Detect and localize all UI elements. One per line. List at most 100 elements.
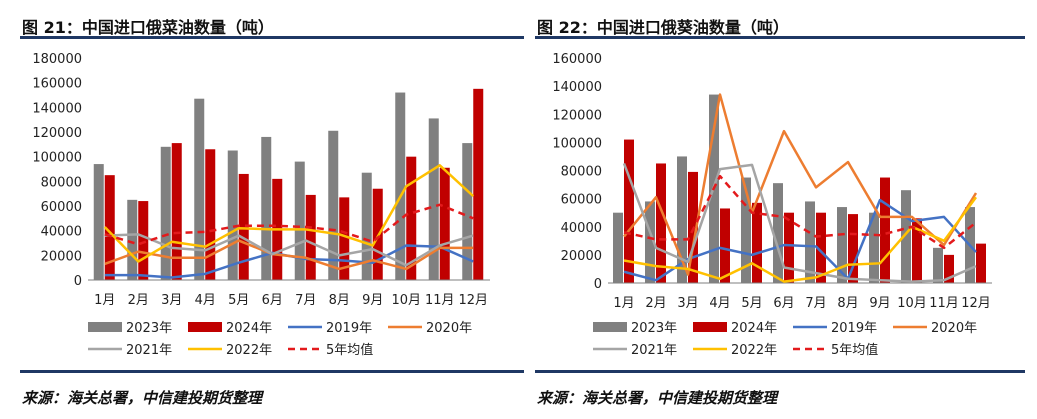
- y-tick-label: 20000: [41, 249, 82, 264]
- bar-2024年-12月: [976, 243, 986, 283]
- bar-2023年-4月: [194, 98, 205, 280]
- x-tick-label: 3月: [677, 296, 698, 311]
- y-tick-label: 160000: [552, 52, 602, 67]
- bar-2023年-3月: [160, 146, 171, 280]
- y-tick-label: 80000: [41, 175, 82, 190]
- x-tick-label: 8月: [329, 293, 350, 308]
- bar-2024年-2月: [138, 201, 149, 280]
- x-tick-label: 9月: [869, 296, 890, 311]
- legend-label-2023年: 2023年: [126, 321, 172, 336]
- bar-2023年-1月: [613, 212, 623, 283]
- left-bottom-rule: [20, 370, 524, 373]
- y-tick-label: 180000: [32, 52, 82, 67]
- bar-2024年-10月: [912, 218, 922, 283]
- x-tick-label: 7月: [295, 293, 316, 308]
- legend-label-2023年: 2023年: [631, 321, 677, 336]
- series-line-5年均值: [623, 174, 977, 250]
- bar-2024年-8月: [339, 197, 350, 280]
- y-tick-label: 100000: [32, 151, 82, 166]
- series-line-5年均值: [104, 203, 474, 246]
- legend-label-2020年: 2020年: [426, 321, 472, 336]
- y-tick-label: 60000: [561, 193, 602, 208]
- legend-label-2020年: 2020年: [931, 321, 977, 336]
- right-chart: 0 20000 40000 60000 80000 100000 120000 140000 1…: [552, 52, 992, 358]
- bar-2023年-9月: [361, 172, 372, 280]
- x-tick-label: 9月: [362, 293, 383, 308]
- y-tick-label: 80000: [561, 165, 602, 180]
- bar-2024年-11月: [439, 167, 450, 280]
- bar-2024年-5月: [238, 173, 249, 280]
- y-tick-label: 120000: [32, 126, 82, 141]
- bar-2024年-1月: [104, 175, 115, 280]
- x-tick-label: 8月: [837, 296, 858, 311]
- series-line-2020年: [104, 239, 474, 271]
- y-tick-label: 60000: [41, 200, 82, 215]
- bar-2023年-8月: [328, 130, 339, 280]
- x-tick-label: 12月: [458, 293, 488, 308]
- right-title-rule: [535, 36, 1025, 39]
- x-tick-label: 2月: [128, 293, 149, 308]
- bar-2023年-6月: [261, 136, 272, 280]
- legend-swatch-2024年: [693, 322, 727, 332]
- bar-2023年-8月: [837, 207, 847, 283]
- legend-label-2022年: 2022年: [226, 343, 272, 358]
- x-tick-label: 6月: [262, 293, 283, 308]
- bar-2023年-11月: [933, 247, 943, 283]
- x-tick-label: 5月: [228, 293, 249, 308]
- bar-2023年-10月: [395, 92, 406, 281]
- bar-2023年-5月: [227, 150, 238, 280]
- bar-2024年-12月: [473, 88, 484, 280]
- bar-2024年-8月: [848, 214, 858, 283]
- series-line-2020年: [623, 93, 978, 276]
- legend-label-2021年: 2021年: [126, 343, 172, 358]
- bar-2024年-4月: [720, 208, 730, 283]
- y-tick-label: 140000: [552, 80, 602, 95]
- bar-2024年-7月: [816, 212, 826, 283]
- bar-2024年-6月: [784, 212, 794, 283]
- y-tick-label: 0: [594, 277, 602, 292]
- bar-2023年-11月: [428, 118, 439, 280]
- x-tick-label: 3月: [161, 293, 182, 308]
- bar-2023年-6月: [773, 183, 783, 283]
- y-tick-label: 0: [74, 274, 82, 289]
- right-chart-title: 图 22：中国进口俄葵油数量（吨）: [537, 18, 789, 37]
- series-line-2021年: [622, 163, 977, 283]
- bar-2024年-4月: [205, 149, 216, 280]
- legend-swatch-2024年: [188, 322, 222, 332]
- bar-2024年-7月: [305, 194, 316, 280]
- bar-2024年-9月: [880, 177, 890, 283]
- x-tick-label: 10月: [897, 296, 927, 311]
- x-tick-label: 4月: [709, 296, 730, 311]
- right-source-note: 来源：海关总署，中信建投期货整理: [537, 389, 778, 407]
- legend-label-2019年: 2019年: [831, 321, 877, 336]
- legend-label-2019年: 2019年: [326, 321, 372, 336]
- y-tick-label: 120000: [552, 108, 602, 123]
- y-tick-label: 160000: [32, 77, 82, 92]
- x-tick-label: 1月: [94, 293, 115, 308]
- series-line-2022年: [103, 164, 475, 263]
- x-tick-label: 4月: [195, 293, 216, 308]
- bar-2023年-7月: [294, 161, 305, 280]
- y-tick-label: 140000: [32, 101, 82, 116]
- bar-2024年-1月: [624, 139, 634, 283]
- bar-2023年-1月: [93, 164, 104, 280]
- x-tick-label: 2月: [645, 296, 666, 311]
- x-tick-label: 7月: [805, 296, 826, 311]
- y-tick-label: 40000: [41, 225, 82, 240]
- x-tick-label: 10月: [391, 293, 421, 308]
- bar-2024年-11月: [944, 254, 954, 283]
- legend-label-2021年: 2021年: [631, 343, 677, 358]
- legend-label-2024年: 2024年: [226, 321, 272, 336]
- y-tick-label: 40000: [561, 221, 602, 236]
- bar-2023年-7月: [805, 201, 815, 283]
- right-bottom-rule: [535, 370, 1025, 373]
- left-chart: 0 20000 40000 60000 80000 100000 120000 140000 1…: [32, 52, 490, 358]
- series-line-2022年: [623, 196, 978, 283]
- bar-2023年-10月: [901, 190, 911, 283]
- x-tick-label: 5月: [741, 296, 762, 311]
- y-tick-label: 100000: [552, 136, 602, 151]
- legend-label-5年均值: 5年均值: [831, 342, 878, 358]
- x-tick-label: 12月: [961, 296, 991, 311]
- bar-2024年-5月: [752, 202, 762, 283]
- bar-2023年-5月: [741, 177, 751, 283]
